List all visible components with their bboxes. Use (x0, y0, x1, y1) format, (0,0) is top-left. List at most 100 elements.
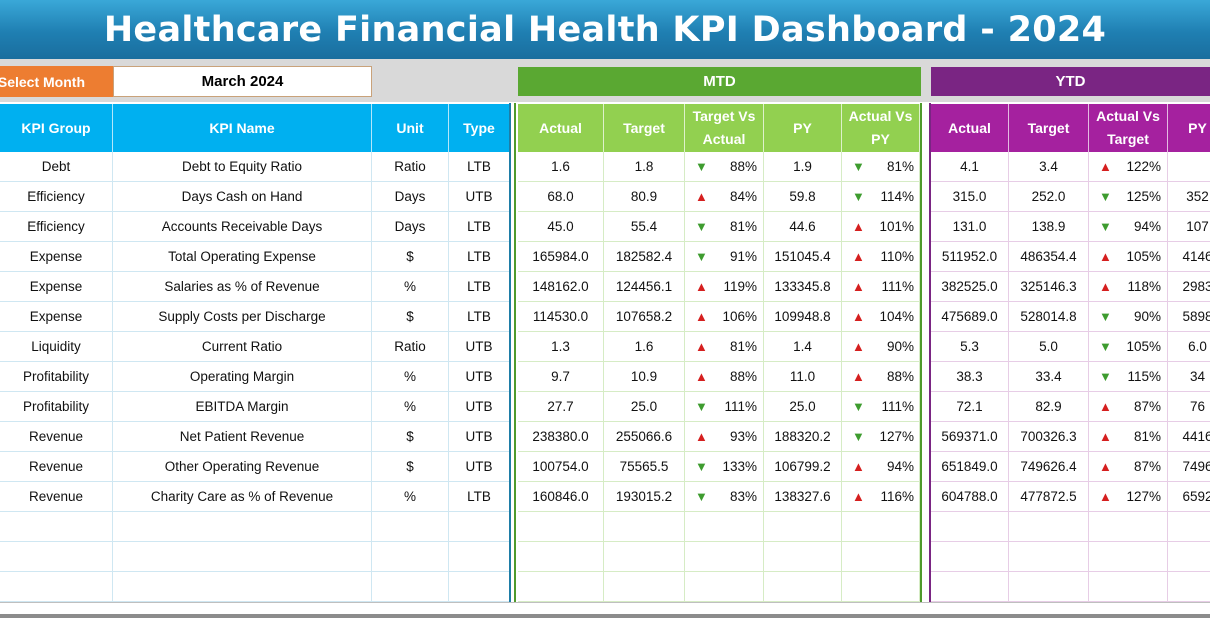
empty-cell (0, 512, 113, 542)
table-cell: 193015.2 (604, 482, 685, 512)
arrow-up-icon: ▲ (695, 279, 708, 294)
table-cell: 4146 (1168, 242, 1210, 272)
table-cell: 382525.0 (931, 272, 1009, 302)
table-cell: 2983 (1168, 272, 1210, 302)
indicator-cell: ▼ 90% (1089, 302, 1168, 332)
indicator-cell: ▲ 110% (842, 242, 920, 272)
arrow-up-icon: ▲ (1099, 159, 1112, 174)
indicator-cell: ▼ 81% (685, 212, 764, 242)
table-cell: Revenue (0, 452, 113, 482)
indicator-cell: ▲ 88% (842, 362, 920, 392)
table-cell: 59.8 (764, 182, 842, 212)
table-cell: 100754.0 (518, 452, 604, 482)
indicator-cell: ▲ 84% (685, 182, 764, 212)
table-cell: 4416 (1168, 422, 1210, 452)
arrow-up-icon: ▲ (852, 459, 865, 474)
table-cell: Revenue (0, 482, 113, 512)
table-cell: 160846.0 (518, 482, 604, 512)
table-cell: 188320.2 (764, 422, 842, 452)
table-cell: Days (372, 182, 449, 212)
arrow-down-icon: ▼ (695, 399, 708, 414)
table-cell: 11.0 (764, 362, 842, 392)
table-cell: Debt to Equity Ratio (113, 152, 372, 182)
indicator-cell: ▲ 90% (842, 332, 920, 362)
empty-cell (1168, 512, 1210, 542)
kpi-header-3: Type (449, 104, 510, 152)
table-cell: 5.3 (931, 332, 1009, 362)
page-title: Healthcare Financial Health KPI Dashboar… (103, 9, 1107, 50)
percent-value: 125% (1126, 189, 1161, 204)
empty-cell (518, 542, 604, 572)
empty-cell (931, 542, 1009, 572)
empty-cell (764, 542, 842, 572)
empty-cell (764, 572, 842, 602)
table-cell: 55.4 (604, 212, 685, 242)
percent-value: 114% (880, 189, 914, 204)
arrow-down-icon: ▼ (852, 189, 865, 204)
percent-value: 101% (879, 219, 914, 234)
indicator-cell: ▼ 127% (842, 422, 920, 452)
arrow-up-icon: ▲ (852, 279, 865, 294)
arrow-down-icon: ▼ (852, 399, 865, 414)
mtd-header-1: Target (604, 104, 685, 152)
mtd-header-3: PY (764, 104, 842, 152)
arrow-up-icon: ▲ (852, 219, 865, 234)
mtd-section-header: MTD (518, 67, 921, 96)
table-cell: Expense (0, 242, 113, 272)
indicator-cell: ▼ 111% (842, 392, 920, 422)
percent-value: 104% (879, 309, 914, 324)
arrow-up-icon: ▲ (1099, 249, 1112, 264)
ytd-header-0: Actual (931, 104, 1009, 152)
empty-cell (518, 512, 604, 542)
table-cell: 45.0 (518, 212, 604, 242)
indicator-cell: ▲ 101% (842, 212, 920, 242)
percent-value: 88% (886, 369, 914, 384)
table-cell: $ (372, 242, 449, 272)
table-cell: 68.0 (518, 182, 604, 212)
percent-value: 111% (724, 399, 757, 414)
indicator-cell: ▲ 88% (685, 362, 764, 392)
indicator-cell: ▼ 111% (685, 392, 764, 422)
table-cell: 700326.3 (1009, 422, 1089, 452)
arrow-up-icon: ▲ (695, 429, 708, 444)
table-cell: % (372, 272, 449, 302)
indicator-cell: ▲ 105% (1089, 242, 1168, 272)
empty-cell (372, 542, 449, 572)
table-cell: 33.4 (1009, 362, 1089, 392)
arrow-up-icon: ▲ (1099, 429, 1112, 444)
empty-cell (685, 512, 764, 542)
percent-value: 87% (1133, 399, 1161, 414)
table-cell: $ (372, 302, 449, 332)
table-cell: Profitability (0, 362, 113, 392)
empty-cell (604, 572, 685, 602)
indicator-cell: ▲ 81% (685, 332, 764, 362)
indicator-cell: ▼ 133% (685, 452, 764, 482)
arrow-up-icon: ▲ (695, 339, 708, 354)
table-cell: 75565.5 (604, 452, 685, 482)
table-cell: 133345.8 (764, 272, 842, 302)
arrow-down-icon: ▼ (1099, 219, 1112, 234)
arrow-up-icon: ▲ (852, 339, 865, 354)
table-cell: Efficiency (0, 182, 113, 212)
table-cell: Days (372, 212, 449, 242)
arrow-up-icon: ▲ (852, 309, 865, 324)
empty-cell (113, 542, 372, 572)
sheet-divider (0, 614, 1210, 618)
table-cell: 25.0 (764, 392, 842, 422)
arrow-down-icon: ▼ (852, 429, 865, 444)
mtd-frame (514, 103, 922, 602)
table-cell: 315.0 (931, 182, 1009, 212)
table-cell: 6.0 (1168, 332, 1210, 362)
table-cell: 238380.0 (518, 422, 604, 452)
table-cell: 80.9 (604, 182, 685, 212)
mtd-header-4: Actual Vs PY (842, 104, 920, 152)
table-cell: Operating Margin (113, 362, 372, 392)
ytd-section-header: YTD (931, 67, 1210, 96)
empty-cell (685, 572, 764, 602)
table-cell: 106799.2 (764, 452, 842, 482)
indicator-cell: ▼ 81% (842, 152, 920, 182)
month-dropdown[interactable]: March 2024 (113, 66, 372, 97)
table-cell: 255066.6 (604, 422, 685, 452)
mtd-header-0: Actual (518, 104, 604, 152)
table-cell: Expense (0, 272, 113, 302)
